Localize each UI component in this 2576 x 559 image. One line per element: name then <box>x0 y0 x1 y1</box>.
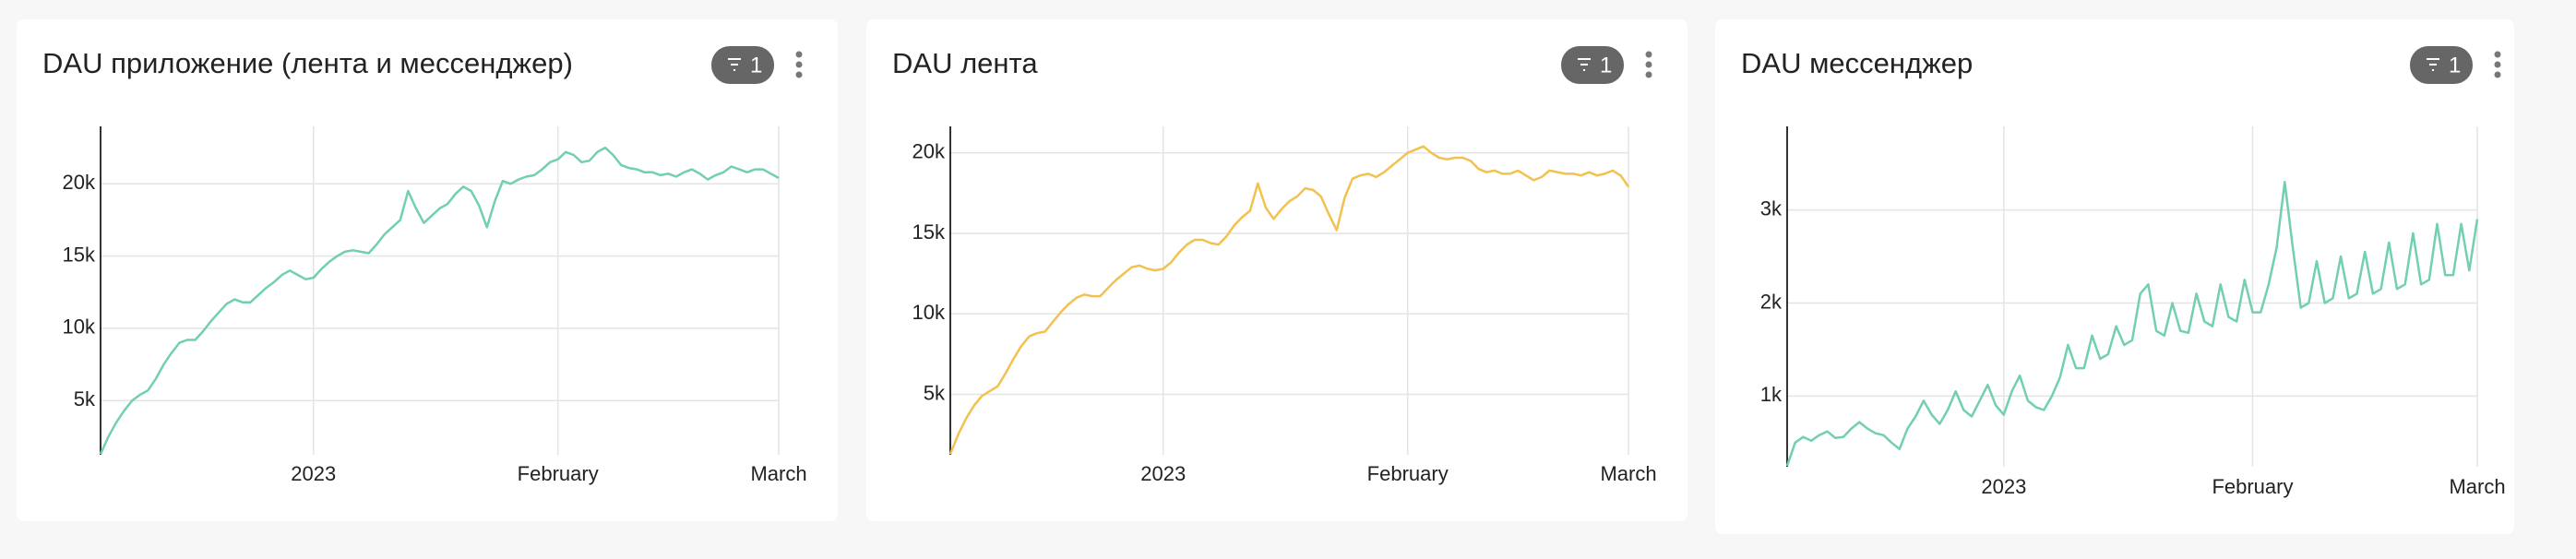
y-tick-label: 2k <box>1760 290 1783 313</box>
x-tick-label: February <box>518 462 599 485</box>
menu-dot[interactable] <box>2494 61 2501 68</box>
x-tick-label: 2023 <box>1140 462 1186 485</box>
y-tick-label: 20k <box>63 171 96 194</box>
card-title: DAU лента <box>892 47 1038 79</box>
card-background <box>1715 19 2514 534</box>
filter-badge[interactable]: 1 <box>1561 46 1624 84</box>
card-title: DAU приложение (лента и мессенджер) <box>42 47 573 79</box>
data-line <box>99 146 780 455</box>
data-line <box>948 145 1630 455</box>
y-tick-label: 3k <box>1760 196 1783 220</box>
y-tick-label: 10k <box>63 315 96 339</box>
y-tick-label: 15k <box>63 243 96 266</box>
menu-dot[interactable] <box>795 71 803 78</box>
badge-background <box>711 46 774 84</box>
y-tick-label: 10k <box>912 301 946 324</box>
y-tick-label: 5k <box>924 381 946 404</box>
filter-count: 1 <box>750 53 762 77</box>
y-tick-label: 20k <box>912 140 946 163</box>
x-tick-label: 2023 <box>1981 475 2026 498</box>
card-title: DAU мессенджер <box>1741 47 1973 79</box>
x-tick-label: February <box>1367 462 1449 485</box>
menu-dot[interactable] <box>2494 51 2501 58</box>
menu-dot[interactable] <box>1645 51 1652 58</box>
x-tick-label: February <box>2212 475 2293 498</box>
x-tick-label: March <box>750 462 806 485</box>
filter-badge[interactable]: 1 <box>711 46 774 84</box>
menu-dot[interactable] <box>2494 71 2501 78</box>
menu-dot[interactable] <box>1645 71 1652 78</box>
y-tick-label: 15k <box>912 220 946 244</box>
badge-background <box>2410 46 2473 84</box>
badge-background <box>1561 46 1624 84</box>
y-tick-label: 1k <box>1760 383 1783 406</box>
menu-dot[interactable] <box>1645 61 1652 68</box>
x-tick-label: 2023 <box>291 462 336 485</box>
x-tick-label: March <box>1600 462 1656 485</box>
filter-badge[interactable]: 1 <box>2410 46 2473 84</box>
filter-count: 1 <box>1600 53 1612 77</box>
card-background <box>17 19 838 521</box>
data-line <box>1785 181 2479 467</box>
menu-dot[interactable] <box>795 61 803 68</box>
card: DAU приложение (лента и мессенджер) 15k10… <box>17 19 838 521</box>
card: DAU мессенджер 1 1k 2k 3k 2023 February March <box>1715 19 2514 534</box>
filter-count: 1 <box>2449 53 2461 77</box>
x-tick-label: March <box>2449 475 2505 498</box>
card-background <box>866 19 1688 521</box>
menu-dot[interactable] <box>795 51 803 58</box>
y-tick-label: 5k <box>74 387 96 410</box>
